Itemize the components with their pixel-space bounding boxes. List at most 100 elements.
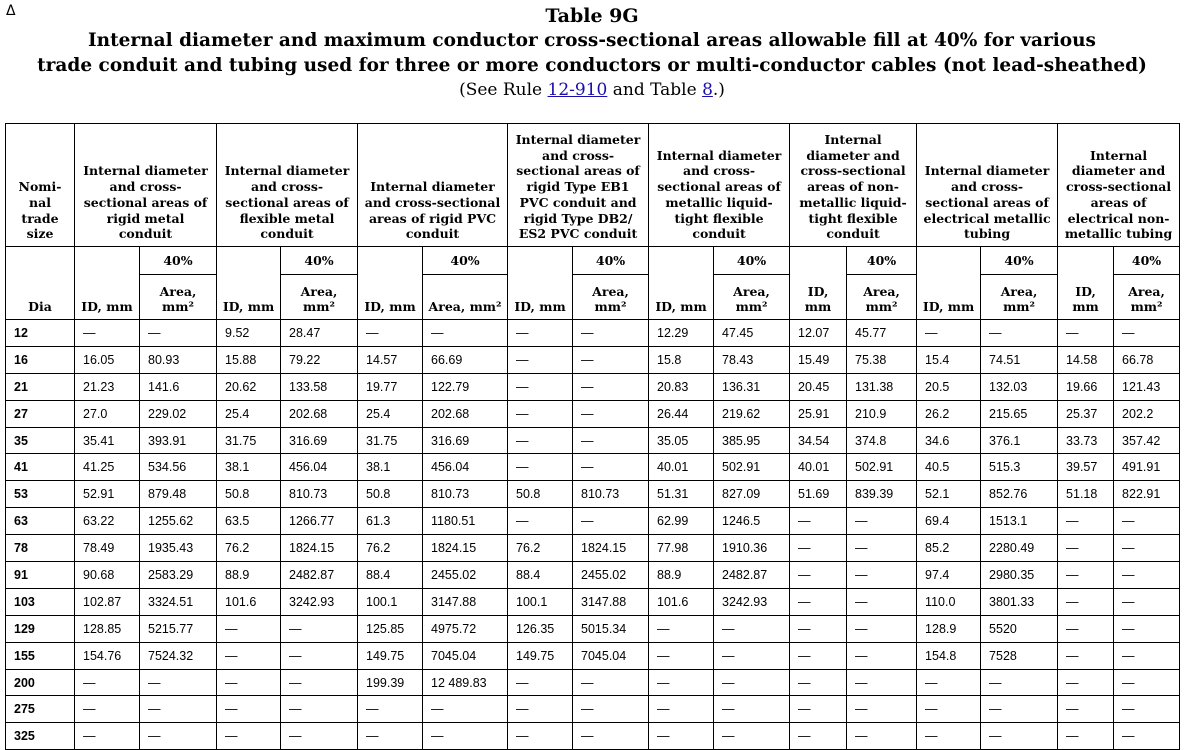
table-8-link[interactable]: 8 (702, 80, 713, 100)
id-mm-header: ID, mm (216, 274, 282, 320)
id-mm-cell: 128.9 (916, 614, 982, 643)
trade-size-header: Nomi-nal trade size (5, 123, 75, 247)
area-mm2-cell: 1246.5 (713, 507, 791, 536)
area-mm2-header: Area, mm² (572, 274, 650, 320)
area-mm2-cell: — (572, 345, 650, 374)
group-header-metallic-liquid-tight: Internal diameter and cross-sectional ar… (648, 123, 791, 247)
area-mm2-cell: 7528 (980, 641, 1059, 670)
area-mm2-cell: 80.93 (138, 345, 218, 374)
area-mm2-cell: 1824.15 (422, 534, 509, 563)
id-mm-cell: 50.8 (216, 480, 282, 509)
area-mm2-cell: 839.39 (846, 480, 918, 509)
area-mm2-cell: — (846, 641, 918, 670)
area-mm2-cell: 75.38 (846, 345, 918, 374)
id-mm-cell: — (1057, 641, 1115, 670)
group-header-nonmetallic-liquid-tight: Internal diameter and cross-sectional ar… (789, 123, 918, 247)
id-mm-cell: 38.1 (216, 453, 282, 482)
rule-12-910-link[interactable]: 12-910 (547, 80, 608, 100)
id-mm-cell: 51.31 (648, 480, 715, 509)
area-mm2-cell: 133.58 (280, 372, 359, 401)
area-mm2-cell: — (713, 695, 791, 724)
area-mm2-cell: 132.03 (980, 372, 1059, 401)
id-mm-cell: — (1057, 319, 1115, 347)
id-mm-cell: 21.23 (74, 372, 140, 401)
percent-40-header: 40% (980, 246, 1059, 275)
area-mm2-cell: — (713, 722, 791, 750)
area-mm2-header: Area, mm² (280, 274, 359, 320)
area-mm2-cell: 827.09 (713, 480, 791, 509)
id-header-spacer (507, 246, 574, 275)
table-title: Table 9G (545, 5, 639, 27)
id-mm-cell: 62.99 (648, 507, 715, 536)
id-mm-header: ID, mm (507, 274, 574, 320)
percent-40-header: 40% (280, 246, 359, 275)
id-mm-cell: 19.77 (357, 372, 424, 401)
id-mm-cell: 19.66 (1057, 372, 1115, 401)
area-mm2-cell: 47.45 (713, 319, 791, 347)
trade-size-cell: 91 (5, 561, 75, 589)
area-mm2-cell: 810.73 (422, 480, 509, 509)
area-mm2-cell: — (280, 668, 359, 697)
area-mm2-cell: 215.65 (980, 399, 1059, 428)
area-mm2-cell: — (1113, 319, 1181, 347)
id-mm-cell: — (916, 695, 982, 724)
table-row: 78 78.49 1935.43 76.2 1824.15 76.2 1824.15 76.2… (5, 534, 1181, 563)
area-mm2-cell: 1824.15 (572, 534, 650, 563)
percent-40-header: 40% (846, 246, 918, 275)
area-mm2-cell: — (713, 641, 791, 670)
id-mm-cell: — (507, 668, 574, 697)
id-mm-cell: 77.98 (648, 534, 715, 563)
area-mm2-cell: — (846, 614, 918, 643)
id-mm-cell: 31.75 (216, 426, 282, 455)
table-row: 12— —9.52 28.47— — — —12.29 47.45 12.07 45.77— — —… (5, 319, 1181, 347)
area-mm2-cell: 7524.32 (138, 641, 218, 670)
area-mm2-cell: 2280.49 (980, 534, 1059, 563)
id-mm-cell: 20.45 (789, 372, 848, 401)
area-mm2-cell: — (980, 668, 1059, 697)
id-mm-cell: — (1057, 668, 1115, 697)
area-mm2-cell: — (713, 668, 791, 697)
id-mm-cell: — (648, 695, 715, 724)
see-reference: (See Rule 12-910 and Table 8.) (0, 78, 1184, 102)
area-mm2-cell: 515.3 (980, 453, 1059, 482)
percent-40-header: 40% (713, 246, 791, 275)
id-mm-cell: 97.4 (916, 561, 982, 589)
area-mm2-cell: 385.95 (713, 426, 791, 455)
area-mm2-cell: 879.48 (138, 480, 218, 509)
id-header-spacer (216, 246, 282, 275)
area-mm2-cell: 534.56 (138, 453, 218, 482)
trade-size-cell: 21 (5, 372, 75, 401)
group-header-flexible-metal: Internal diameter and cross-sectional ar… (216, 123, 359, 247)
id-mm-cell: 40.01 (789, 453, 848, 482)
id-mm-cell: — (789, 614, 848, 643)
area-mm2-cell: 852.76 (980, 480, 1059, 509)
id-mm-cell: 76.2 (507, 534, 574, 563)
table-row: 27 27.0 229.02 25.4 202.68 25.4 202.68— —26.44 2… (5, 399, 1181, 428)
id-mm-cell: 14.58 (1057, 345, 1115, 374)
id-mm-cell: — (789, 668, 848, 697)
amendment-delta-mark: Δ (6, 3, 16, 19)
id-mm-cell: 35.41 (74, 426, 140, 455)
id-mm-cell: — (648, 641, 715, 670)
area-mm2-cell: 5215.77 (138, 614, 218, 643)
area-mm2-cell: — (138, 695, 218, 724)
id-mm-cell: — (216, 641, 282, 670)
area-mm2-cell: — (572, 722, 650, 750)
id-mm-cell: — (507, 426, 574, 455)
area-mm2-cell: — (1113, 668, 1181, 697)
table-row: 53 52.91 879.48 50.8 810.73 50.8 810.73 50.8 810… (5, 480, 1181, 509)
area-mm2-cell: 456.04 (280, 453, 359, 482)
id-mm-header: ID, mm (916, 274, 982, 320)
id-mm-cell: — (357, 319, 424, 347)
area-mm2-cell: 1513.1 (980, 507, 1059, 536)
area-mm2-cell: — (980, 722, 1059, 750)
trade-size-cell: 53 (5, 480, 75, 509)
percent-40-header: 40% (572, 246, 650, 275)
id-mm-cell: — (507, 372, 574, 401)
id-mm-cell: 199.39 (357, 668, 424, 697)
trade-size-cell: 63 (5, 507, 75, 536)
id-mm-cell: — (789, 534, 848, 563)
area-mm2-cell: 1910.36 (713, 534, 791, 563)
id-mm-cell: — (74, 695, 140, 724)
id-mm-cell: 39.57 (1057, 453, 1115, 482)
